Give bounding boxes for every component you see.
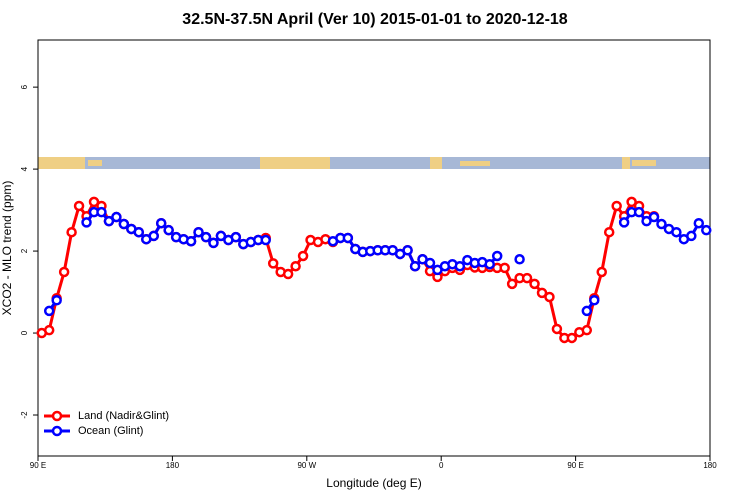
data-point [43, 324, 55, 336]
data-point [641, 215, 652, 227]
data-point [111, 211, 122, 223]
legend-label: Land (Nadir&Glint) [78, 410, 169, 422]
data-point [596, 266, 607, 278]
data-point [81, 217, 92, 228]
data-point [581, 324, 593, 336]
data-point [66, 226, 77, 238]
data-point [148, 230, 159, 242]
data-point [103, 215, 115, 227]
series [43, 206, 712, 317]
data-point [506, 278, 518, 290]
data-point [185, 235, 197, 247]
data-point [491, 250, 503, 262]
data-point [96, 206, 107, 218]
data-point [514, 254, 525, 265]
data-point [282, 268, 294, 280]
data-point [701, 224, 712, 236]
data-point [693, 217, 705, 229]
data-point [230, 231, 242, 243]
data-point [342, 232, 354, 244]
x-tick-label: 0 [439, 461, 444, 470]
data-point [566, 332, 578, 344]
data-point [454, 260, 466, 272]
series [36, 196, 660, 344]
y-tick-label: 4 [20, 166, 29, 171]
data-point [551, 323, 563, 335]
data-point [155, 217, 167, 229]
x-tick-label: 180 [703, 461, 717, 470]
data-point [409, 260, 421, 272]
data-point [43, 305, 55, 317]
data-point [529, 278, 540, 290]
y-axis-label: XCO2 - MLO trend (ppm) [0, 181, 14, 316]
x-tick-label: 90 E [567, 461, 583, 470]
series-line [47, 210, 708, 312]
y-tick-label: -2 [20, 411, 29, 419]
y-tick-label: 6 [20, 84, 29, 89]
data-point [626, 196, 637, 208]
map-strip [38, 157, 710, 169]
data-point [484, 258, 495, 270]
data-point [133, 226, 145, 238]
data-point [260, 234, 271, 246]
legend-marker [51, 410, 63, 422]
data-point [118, 218, 130, 230]
data-point [51, 295, 62, 306]
data-point [58, 266, 70, 278]
plot-frame [37, 39, 711, 457]
data-point [589, 295, 600, 306]
data-point [163, 224, 174, 236]
data-point [215, 230, 227, 242]
x-tick-label: 90 E [30, 461, 46, 470]
data-point [656, 218, 667, 230]
data-point [297, 250, 309, 262]
legend-marker [51, 425, 63, 437]
x-tick-label: 90 W [297, 461, 316, 470]
data-point [648, 211, 660, 223]
data-point [521, 272, 533, 284]
data-point [88, 196, 100, 208]
data-point [424, 257, 436, 269]
legend-label: Ocean (Glint) [78, 425, 143, 437]
y-tick-label: 0 [20, 330, 29, 335]
data-point [633, 206, 645, 218]
data-point [402, 245, 413, 256]
data-point [200, 231, 212, 243]
data-point [581, 305, 593, 317]
data-point [603, 226, 615, 238]
data-point [611, 200, 622, 212]
x-tick-label: 180 [166, 461, 180, 470]
data-point [536, 287, 548, 299]
data-point [618, 217, 630, 228]
data-point [267, 258, 279, 269]
data-point [73, 200, 85, 212]
data-point [193, 226, 204, 238]
data-point [671, 226, 682, 238]
y-tick-label: 2 [20, 248, 29, 253]
chart-title: 32.5N-37.5N April (Ver 10) 2015-01-01 to… [182, 11, 568, 28]
x-axis-label: Longitude (deg E) [326, 476, 421, 490]
data-point [544, 291, 555, 303]
data-point [290, 260, 301, 272]
data-point [208, 237, 219, 249]
data-point [499, 262, 510, 274]
data-point [686, 230, 697, 242]
series-line [41, 199, 654, 340]
